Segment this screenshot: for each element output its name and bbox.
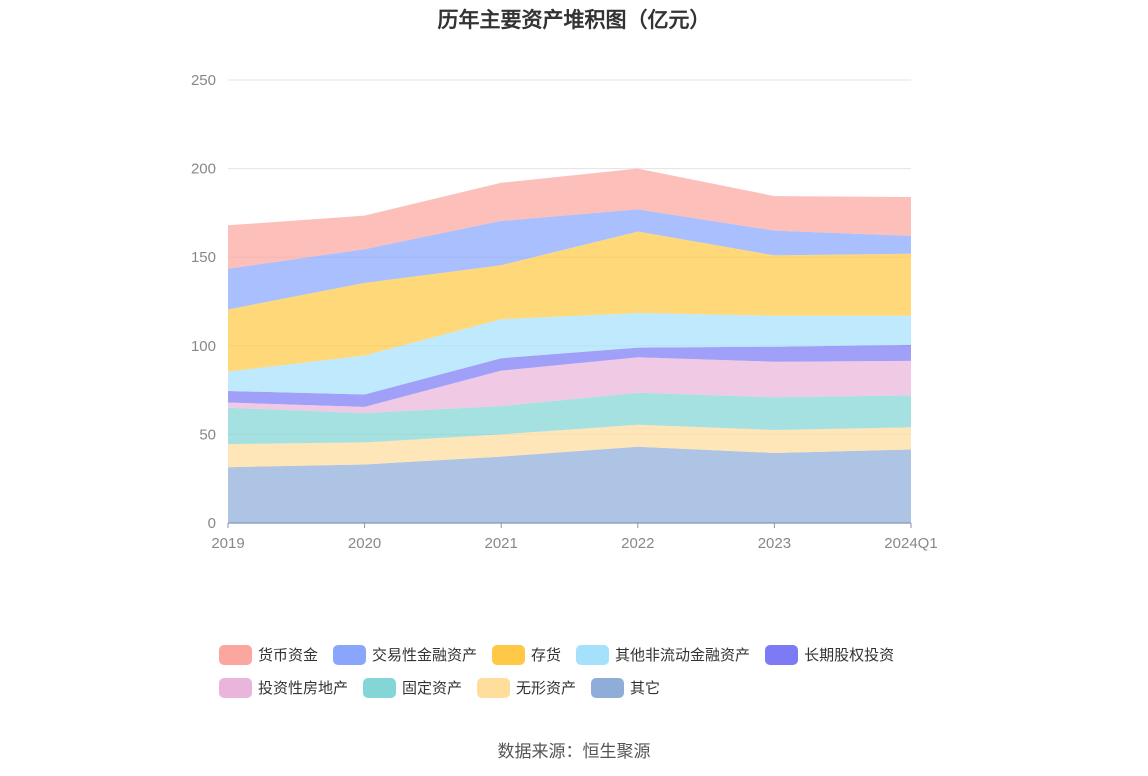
legend-swatch: [477, 677, 511, 698]
legend-item[interactable]: 长期股权投资: [765, 644, 894, 665]
legend-row-1: 货币资金 交易性金融资产 存货 其他非流动金融资产 长期股权投资: [219, 638, 979, 671]
legend-swatch: [492, 644, 526, 665]
x-tick-label: 2020: [348, 535, 381, 552]
legend: 货币资金 交易性金融资产 存货 其他非流动金融资产 长期股权投资 投资性房地产 固定资产 无…: [219, 638, 979, 704]
area-series-2: [228, 392, 911, 445]
x-tick-label: 2022: [621, 535, 654, 552]
legend-swatch: [219, 677, 252, 698]
data-source: 数据来源：恒生聚源: [497, 742, 651, 761]
area-series-5: [228, 313, 911, 395]
x-tick-label: 2021: [485, 535, 518, 552]
legend-item[interactable]: 货币资金: [219, 644, 318, 665]
area-series-1: [228, 424, 911, 468]
area-series-4: [228, 344, 911, 407]
legend-swatch: [765, 644, 799, 665]
x-tick-label: 2024Q1: [884, 535, 937, 552]
y-tick-label: 0: [208, 515, 216, 532]
legend-item[interactable]: 投资性房地产: [219, 677, 348, 698]
area-series-8: [228, 168, 911, 269]
legend-label: 货币资金: [258, 647, 319, 664]
legend-swatch: [591, 677, 625, 698]
y-tick-label: 250: [191, 72, 216, 89]
legend-label: 无形资产: [516, 680, 577, 697]
legend-item[interactable]: 固定资产: [363, 677, 462, 698]
legend-item[interactable]: 交易性金融资产: [333, 644, 477, 665]
legend-item[interactable]: 其它: [591, 677, 660, 698]
legend-label: 交易性金融资产: [372, 647, 478, 664]
legend-row-2: 投资性房地产 固定资产 无形资产 其它: [219, 671, 979, 704]
axes: 0 50 100 150 200 250 2019 2020 2021 2022 2023 2024Q…: [191, 72, 938, 552]
legend-item[interactable]: 其他非流动金融资产: [576, 644, 750, 665]
legend-swatch: [333, 644, 367, 665]
legend-label: 存货: [531, 647, 562, 664]
y-tick-label: 50: [199, 426, 216, 443]
x-tick-label: 2023: [758, 535, 791, 552]
area-series-3: [228, 357, 911, 414]
stacked-area-chart: 0 50 100 150 200 250 2019 2020 2021 2022 2023 2024Q…: [191, 72, 938, 552]
legend-label: 投资性房地产: [258, 680, 349, 697]
x-tick-label: 2019: [211, 535, 244, 552]
legend-swatch: [576, 644, 610, 665]
legend-label: 其他非流动金融资产: [615, 647, 751, 664]
legend-item[interactable]: 存货: [492, 644, 561, 665]
legend-swatch: [219, 644, 252, 665]
area-series: [228, 168, 911, 523]
y-tick-label: 150: [191, 249, 216, 266]
area-series-0: [228, 446, 911, 523]
legend-item[interactable]: 无形资产: [477, 677, 576, 698]
area-series-7: [228, 209, 911, 310]
area-series-6: [228, 231, 911, 372]
legend-label: 固定资产: [402, 680, 463, 697]
legend-label: 其它: [630, 680, 661, 697]
y-tick-label: 100: [191, 338, 216, 355]
legend-swatch: [363, 677, 397, 698]
chart-title: 历年主要资产堆积图（亿元）: [437, 9, 711, 32]
legend-label: 长期股权投资: [804, 647, 895, 664]
y-tick-label: 200: [191, 161, 216, 178]
